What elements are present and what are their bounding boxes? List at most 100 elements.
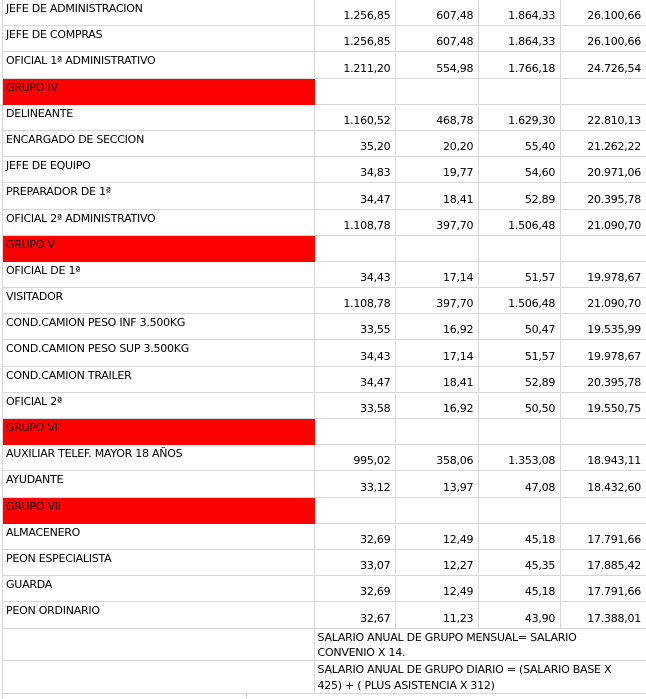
- value-cell[interactable]: 26.100,66: [561, 0, 646, 27]
- value-cell[interactable]: 1.629,30: [479, 104, 562, 131]
- value-cell[interactable]: 51,57: [479, 340, 562, 367]
- value-cell[interactable]: 12,27: [396, 549, 480, 577]
- value-cell[interactable]: 33,55: [314, 314, 397, 341]
- empty-cell[interactable]: [561, 419, 646, 446]
- row-label-cell[interactable]: PEON ESPECIALISTA: [3, 549, 315, 577]
- row-label-cell[interactable]: OFICIAL 2ª ADMINISTRATIVO: [3, 209, 315, 236]
- value-cell[interactable]: 45,18: [479, 523, 562, 550]
- value-cell[interactable]: 34,43: [314, 340, 397, 367]
- row-label-cell[interactable]: JEFE DE COMPRAS: [3, 26, 315, 53]
- value-cell[interactable]: 21.262,22: [561, 131, 646, 158]
- empty-cell[interactable]: [396, 78, 480, 105]
- note-cell[interactable]: SALARIO ANUAL DE GRUPO DIARIO = (SALARIO…: [314, 661, 646, 694]
- empty-cell[interactable]: [3, 661, 315, 694]
- value-cell[interactable]: 47,08: [479, 471, 562, 498]
- value-cell[interactable]: 11,23: [396, 602, 480, 629]
- value-cell[interactable]: 32,69: [314, 523, 397, 550]
- value-cell[interactable]: 19.535,99: [561, 314, 646, 341]
- value-cell[interactable]: 55,40: [479, 130, 562, 158]
- row-label-cell[interactable]: VISITADOR: [3, 288, 315, 315]
- empty-cell[interactable]: [561, 498, 646, 524]
- value-cell[interactable]: 17.791,66: [561, 524, 646, 550]
- value-cell[interactable]: 18.432,60: [561, 471, 646, 498]
- group-header-cell[interactable]: GRUPO IV: [3, 78, 315, 105]
- empty-cell[interactable]: [479, 419, 562, 446]
- value-cell[interactable]: 51,57: [479, 261, 562, 289]
- value-cell[interactable]: 358,06: [396, 445, 480, 472]
- value-cell[interactable]: 19.978,67: [561, 340, 646, 367]
- value-cell[interactable]: 1.506,48: [479, 288, 562, 315]
- empty-cell[interactable]: [479, 497, 562, 524]
- row-label-cell[interactable]: AYUDANTE: [3, 471, 315, 498]
- value-cell[interactable]: 17,14: [396, 340, 480, 367]
- value-cell[interactable]: 22.810,13: [561, 105, 646, 131]
- value-cell[interactable]: 1.256,85: [314, 0, 397, 27]
- value-cell[interactable]: 21.090,70: [561, 210, 646, 236]
- value-cell[interactable]: 607,48: [396, 0, 480, 27]
- value-cell[interactable]: 43,90: [479, 602, 562, 629]
- value-cell[interactable]: 33,12: [314, 471, 397, 498]
- value-cell[interactable]: 34,83: [314, 157, 397, 184]
- value-cell[interactable]: 45,18: [479, 576, 562, 603]
- value-cell[interactable]: 397,70: [396, 288, 480, 315]
- value-cell[interactable]: 35,20: [314, 130, 397, 158]
- group-header-cell[interactable]: GRUPO VI: [3, 419, 315, 446]
- value-cell[interactable]: 24.726,54: [561, 52, 646, 79]
- group-header-cell[interactable]: GRUPO VII: [3, 497, 315, 524]
- value-cell[interactable]: 18,41: [396, 366, 480, 393]
- value-cell[interactable]: 1.353,08: [479, 445, 562, 472]
- value-cell[interactable]: 19,77: [396, 157, 480, 184]
- value-cell[interactable]: 32,69: [314, 576, 397, 603]
- value-cell[interactable]: 19.978,67: [561, 262, 646, 289]
- empty-cell[interactable]: [314, 235, 397, 262]
- row-label-cell[interactable]: GUARDA: [3, 576, 315, 603]
- row-label-cell[interactable]: JEFE DE EQUIPO: [3, 157, 315, 184]
- value-cell[interactable]: 50,50: [479, 392, 562, 419]
- value-cell[interactable]: 554,98: [396, 52, 480, 79]
- value-cell[interactable]: 18,41: [396, 183, 480, 210]
- value-cell[interactable]: 34,47: [314, 366, 397, 393]
- empty-cell[interactable]: [396, 235, 480, 262]
- row-label-cell[interactable]: COND.CAMION PESO INF 3.500KG: [3, 314, 315, 341]
- value-cell[interactable]: 18.943,11: [561, 445, 646, 472]
- value-cell[interactable]: 20.395,78: [561, 367, 646, 393]
- value-cell[interactable]: 21.090,70: [561, 288, 646, 315]
- row-label-cell[interactable]: COND.CAMION PESO SUP 3.500KG: [3, 340, 315, 367]
- row-label-cell[interactable]: OFICIAL DE 1ª: [3, 261, 315, 289]
- value-cell[interactable]: 1.160,52: [314, 104, 397, 131]
- value-cell[interactable]: 32,67: [314, 602, 397, 629]
- empty-cell[interactable]: [314, 78, 397, 105]
- value-cell[interactable]: 16,92: [396, 314, 480, 341]
- empty-cell[interactable]: [396, 419, 480, 446]
- value-cell[interactable]: 17,14: [396, 261, 480, 289]
- value-cell[interactable]: 1.864,33: [479, 0, 562, 27]
- value-cell[interactable]: 1.766,18: [479, 52, 562, 79]
- value-cell[interactable]: 34,47: [314, 183, 397, 210]
- value-cell[interactable]: 995,02: [314, 445, 397, 472]
- value-cell[interactable]: 54,60: [479, 157, 562, 184]
- value-cell[interactable]: 1.256,85: [314, 26, 397, 53]
- value-cell[interactable]: 1.108,78: [314, 288, 397, 315]
- row-label-cell[interactable]: OFICIAL 2ª: [3, 392, 315, 419]
- value-cell[interactable]: 19.550,75: [561, 393, 646, 419]
- row-label-cell[interactable]: DELINEANTE: [3, 104, 315, 131]
- row-label-cell[interactable]: JEFE DE ADMINISTRACION: [3, 0, 315, 27]
- group-header-cell[interactable]: GRUPO V: [3, 235, 315, 262]
- value-cell[interactable]: 397,70: [396, 209, 480, 236]
- value-cell[interactable]: 468,78: [396, 104, 480, 131]
- empty-cell[interactable]: [479, 235, 562, 262]
- empty-cell[interactable]: [314, 497, 397, 524]
- value-cell[interactable]: 12,49: [396, 523, 480, 550]
- value-cell[interactable]: 26.100,66: [561, 26, 646, 53]
- empty-cell[interactable]: [479, 78, 562, 105]
- row-label-cell[interactable]: AUXILIAR TELEF. MAYOR 18 AÑOS: [3, 445, 315, 472]
- note-cell[interactable]: SALARIO ANUAL DE GRUPO MENSUAL= SALARIO …: [314, 629, 646, 661]
- row-label-cell[interactable]: ENCARGADO DE SECCION: [3, 130, 315, 158]
- value-cell[interactable]: 52,89: [479, 366, 562, 393]
- value-cell[interactable]: 12,49: [396, 576, 480, 603]
- value-cell[interactable]: 45,35: [479, 549, 562, 577]
- value-cell[interactable]: 34,43: [314, 261, 397, 289]
- empty-cell[interactable]: [396, 497, 480, 524]
- value-cell[interactable]: 52,89: [479, 183, 562, 210]
- value-cell[interactable]: 1.506,48: [479, 209, 562, 236]
